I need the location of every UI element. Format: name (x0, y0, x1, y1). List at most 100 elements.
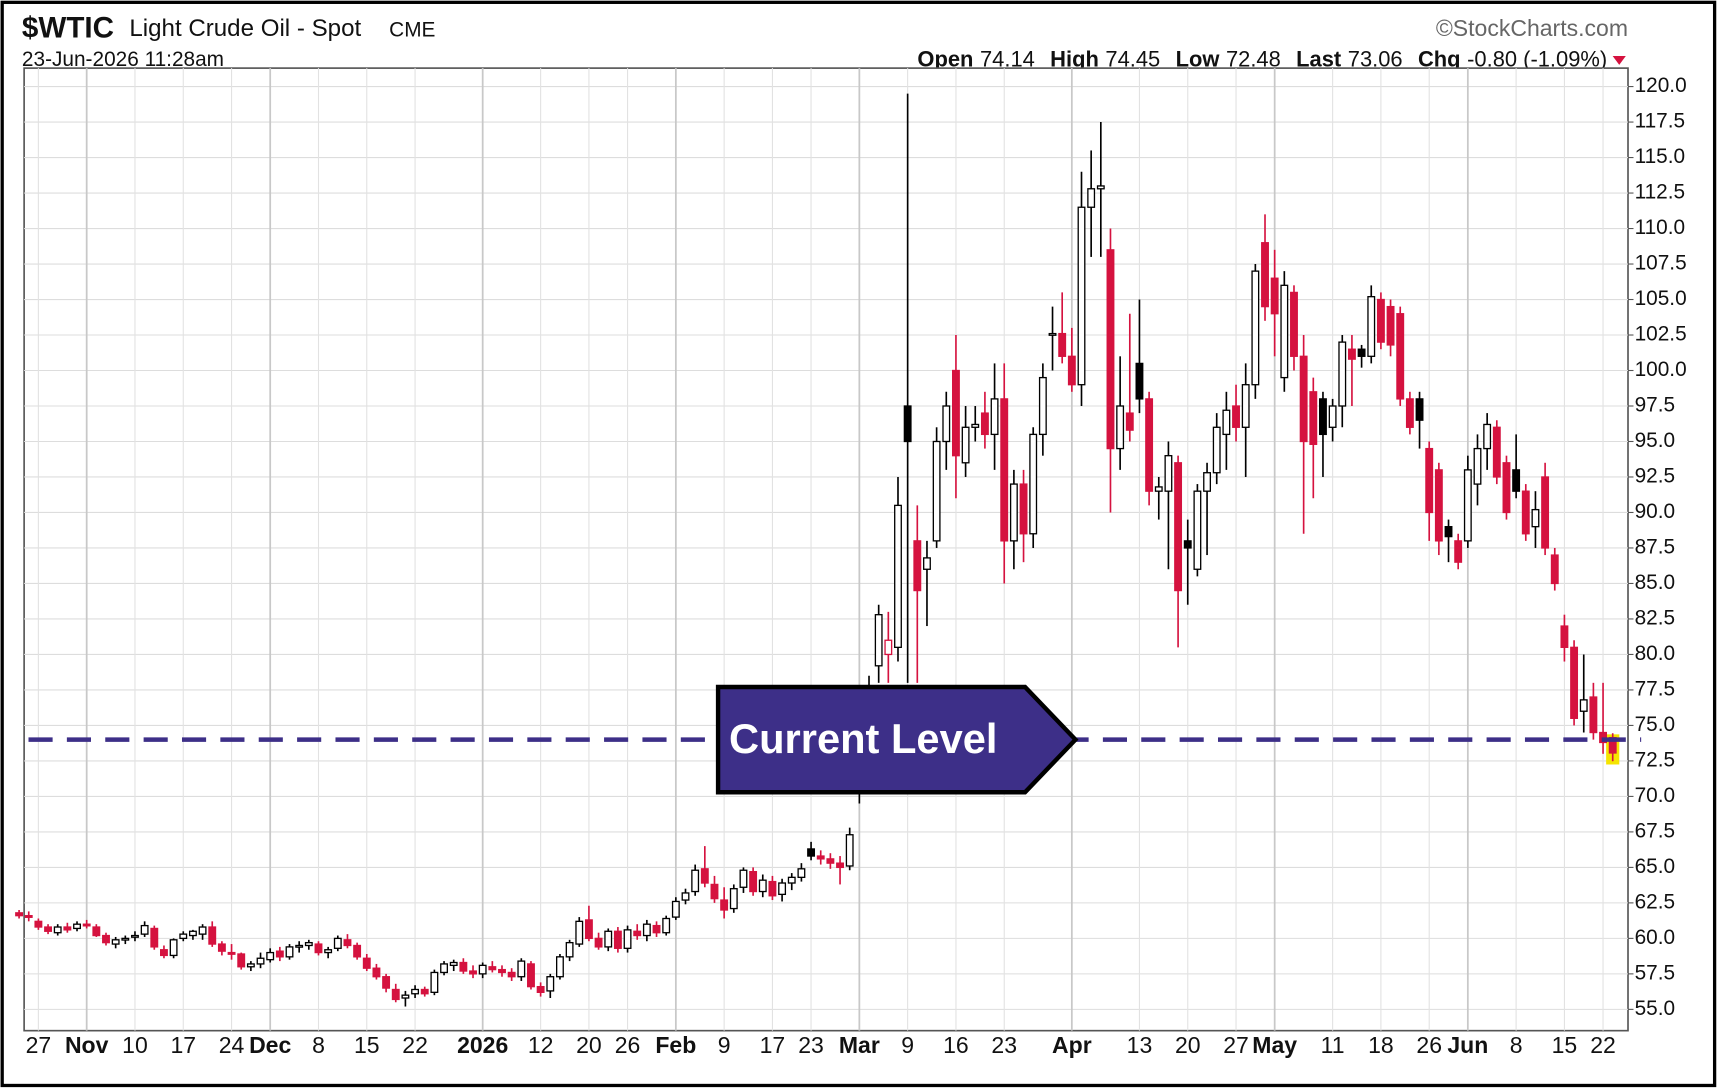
quote-value: 74.14 (980, 46, 1035, 71)
candle-body (980, 412, 989, 436)
candle-body (961, 426, 970, 464)
candle-body (1415, 398, 1424, 421)
candle-body (1386, 305, 1395, 346)
y-tick-label: 62.5 (1635, 890, 1676, 913)
candle-body (700, 868, 709, 884)
y-tick-label: 80.0 (1635, 642, 1676, 665)
x-tick-label: 20 (576, 1032, 602, 1058)
x-tick-label: May (1252, 1032, 1297, 1058)
x-tick-label: 8 (312, 1032, 325, 1058)
candle-body (1145, 398, 1154, 492)
candle-body (1492, 426, 1501, 478)
x-tick-label: 15 (1552, 1032, 1578, 1058)
candle-body (1164, 455, 1173, 492)
x-tick-label: 24 (219, 1032, 245, 1058)
candle-body (1058, 332, 1067, 357)
candle-body (1203, 472, 1212, 492)
candle-body (1290, 291, 1298, 357)
candle-body (758, 879, 767, 893)
candle-body (179, 933, 188, 940)
candle-body (1376, 298, 1385, 343)
candle-body (478, 964, 487, 975)
candle-body (217, 943, 226, 952)
candle-body (1357, 348, 1366, 357)
candle-body (623, 929, 632, 949)
candle-body (903, 405, 912, 443)
candle-body (1029, 433, 1038, 535)
candle-body (1405, 398, 1414, 428)
candle-body (536, 985, 545, 993)
candle-body (1009, 483, 1018, 542)
candle-body (430, 971, 439, 993)
candle-body (816, 855, 825, 860)
candle-body (169, 939, 178, 957)
candle-body (1067, 355, 1076, 386)
candle-body (565, 941, 574, 958)
candle-body (1212, 426, 1221, 474)
quote-label: Chg (1418, 46, 1461, 71)
plot-area: 55.0 57.5 60.0 62.5 65.0 67.5 70.0 72.5 75.0 77.5… (15, 67, 1687, 1058)
candle-body (208, 926, 217, 945)
candle-body (971, 423, 980, 428)
candle-body (1019, 483, 1028, 535)
candle-body (507, 971, 516, 978)
candle-body (353, 944, 362, 958)
candle-body (1319, 398, 1327, 436)
candle-body (102, 934, 110, 944)
candle-body (333, 937, 342, 949)
candle-body (932, 440, 941, 542)
candle-body (92, 926, 101, 937)
y-tick-label: 65.0 (1635, 855, 1676, 878)
candle-body (1270, 277, 1279, 315)
candle-body (256, 957, 265, 965)
x-tick-label: 22 (1590, 1032, 1616, 1058)
x-tick-label: Jun (1447, 1032, 1488, 1058)
candle-body (517, 960, 526, 978)
x-tick-label: 27 (26, 1032, 52, 1058)
source: ©StockCharts.com (1436, 15, 1628, 41)
y-tick-label: 107.5 (1635, 252, 1687, 275)
x-tick-label: 26 (615, 1032, 641, 1058)
candle-body (1261, 242, 1269, 308)
y-tick-label: 85.0 (1635, 571, 1676, 594)
candle-body (1425, 447, 1434, 514)
y-tick-label: 97.5 (1635, 393, 1676, 416)
candle-body (275, 950, 284, 958)
x-tick-label: Feb (655, 1032, 696, 1058)
candle-body (845, 834, 854, 867)
candle-body (662, 917, 671, 934)
candle-body (633, 930, 642, 937)
x-tick-label: 18 (1368, 1032, 1394, 1058)
candle-body (1087, 188, 1096, 208)
candle-body (343, 939, 352, 947)
candle-body (1299, 355, 1308, 443)
candle-body (449, 961, 458, 967)
candle-body (314, 943, 323, 954)
candle-body (1502, 462, 1511, 514)
candle-body (739, 869, 748, 888)
candle-body (246, 963, 255, 968)
candle-body (1077, 206, 1086, 386)
x-tick-label: Apr (1052, 1032, 1092, 1058)
candle-body (498, 968, 506, 974)
candle-body (1000, 398, 1009, 542)
candle-body (401, 994, 410, 999)
candle-body (1579, 699, 1588, 712)
candle-body (836, 862, 844, 869)
x-tick-label: 16 (943, 1032, 969, 1058)
x-tick-label: 2026 (457, 1032, 508, 1058)
candle-body (1473, 447, 1482, 485)
candle-body (1444, 526, 1453, 538)
candle-body (1338, 341, 1347, 407)
y-tick-label: 57.5 (1635, 961, 1676, 984)
y-tick-label: 115.0 (1635, 145, 1686, 168)
candle-body (1222, 409, 1231, 436)
candle-body (1174, 462, 1183, 592)
candle-body (1550, 554, 1559, 585)
y-tick-label: 100.0 (1635, 358, 1687, 381)
candle-body (1328, 405, 1337, 428)
candle-body (324, 949, 333, 954)
y-tick-label: 87.5 (1635, 535, 1676, 558)
candle-body (285, 946, 294, 958)
quote-value: -0.80 (-1.09%) (1467, 46, 1607, 71)
